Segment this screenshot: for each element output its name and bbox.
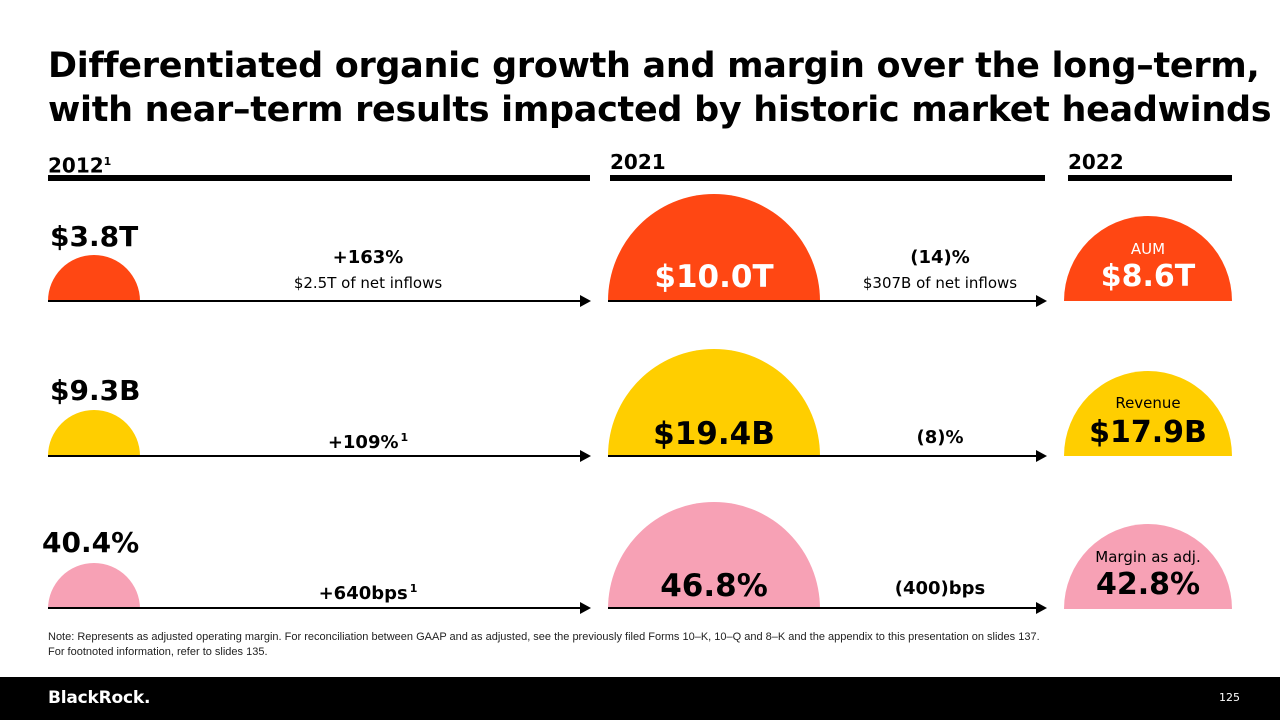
revenue-change-2012-2021: +109% 1 (268, 427, 468, 454)
aum-net-inflows-2012-2021: $2.5T of net inflows (293, 274, 443, 292)
column-header-2022: 2022 (1068, 150, 1124, 174)
aum-2012-value: $3.8T (50, 220, 139, 253)
aum-net-inflows-2021-2022: $307B of net inflows (862, 274, 1018, 292)
aum-arrow-2-head (1036, 295, 1047, 307)
column-header-2021: 2021 (610, 150, 666, 174)
column-header-2012-rule (48, 175, 590, 181)
revenue-2012-dome (48, 410, 140, 456)
footer-bar: BlackRock. 125 (0, 677, 1280, 720)
column-header-2012-label: 2012 (48, 153, 104, 178)
margin-2021-value: 46.8% (660, 568, 768, 604)
revenue-change-2021-2022: (8)% (916, 427, 964, 448)
blackrock-logo: BlackRock. (48, 688, 151, 708)
margin-2012-dome (48, 563, 140, 609)
revenue-arrow-1-head (580, 450, 591, 462)
footnote-line-1: Note: Represents as adjusted operating m… (48, 631, 1040, 643)
slide-title: Differentiated organic growth and margin… (48, 44, 1272, 132)
revenue-arrow-1-line (48, 455, 580, 457)
aum-2022-value: $8.6T (1100, 259, 1196, 294)
margin-2022-value: 42.8% (1095, 567, 1201, 602)
aum-2021-value: $10.0T (654, 259, 774, 295)
revenue-2021-value: $19.4B (653, 416, 775, 452)
margin-change-2012-2021-value: +640bps (318, 583, 408, 604)
aum-2022-label: AUM (1130, 240, 1166, 258)
margin-arrow-1-head (580, 602, 591, 614)
column-header-2012: 20121 (48, 150, 111, 178)
revenue-arrow-2-head (1036, 450, 1047, 462)
margin-2012-value: 40.4% (42, 526, 140, 559)
slide-title-line-1: Differentiated organic growth and margin… (48, 46, 1260, 86)
aum-arrow-1-head (580, 295, 591, 307)
margin-change-footnote: 1 (409, 582, 418, 595)
page-number: 125 (1219, 691, 1240, 704)
revenue-arrow-2-line (608, 455, 1036, 457)
revenue-2022-label: Revenue (1115, 394, 1181, 412)
aum-2012-dome (48, 255, 140, 301)
margin-arrow-1-line (48, 607, 580, 609)
column-header-2021-rule (610, 175, 1045, 181)
margin-2022-label: Margin as adj. (1095, 548, 1201, 566)
aum-arrow-2-line (608, 300, 1036, 302)
aum-change-2012-2021: +163% (332, 247, 404, 268)
revenue-2022-value: $17.9B (1089, 415, 1207, 450)
footnote: Note: Represents as adjusted operating m… (48, 630, 1040, 660)
margin-arrow-2-line (608, 607, 1036, 609)
revenue-change-2012-2021-value: +109% (327, 432, 399, 453)
revenue-2012-value: $9.3B (50, 374, 141, 407)
aum-change-2021-2022: (14)% (910, 247, 970, 268)
revenue-change-footnote: 1 (400, 431, 409, 444)
column-header-2022-rule (1068, 175, 1232, 181)
margin-change-2012-2021: +640bps 1 (268, 578, 468, 605)
aum-arrow-1-line (48, 300, 580, 302)
column-header-2012-footnote: 1 (103, 155, 112, 168)
margin-arrow-2-head (1036, 602, 1047, 614)
slide-title-line-2: with near–term results impacted by histo… (48, 90, 1272, 130)
margin-change-2021-2022: (400)bps (894, 578, 986, 599)
footnote-line-2: For footnoted information, refer to slid… (48, 646, 268, 658)
